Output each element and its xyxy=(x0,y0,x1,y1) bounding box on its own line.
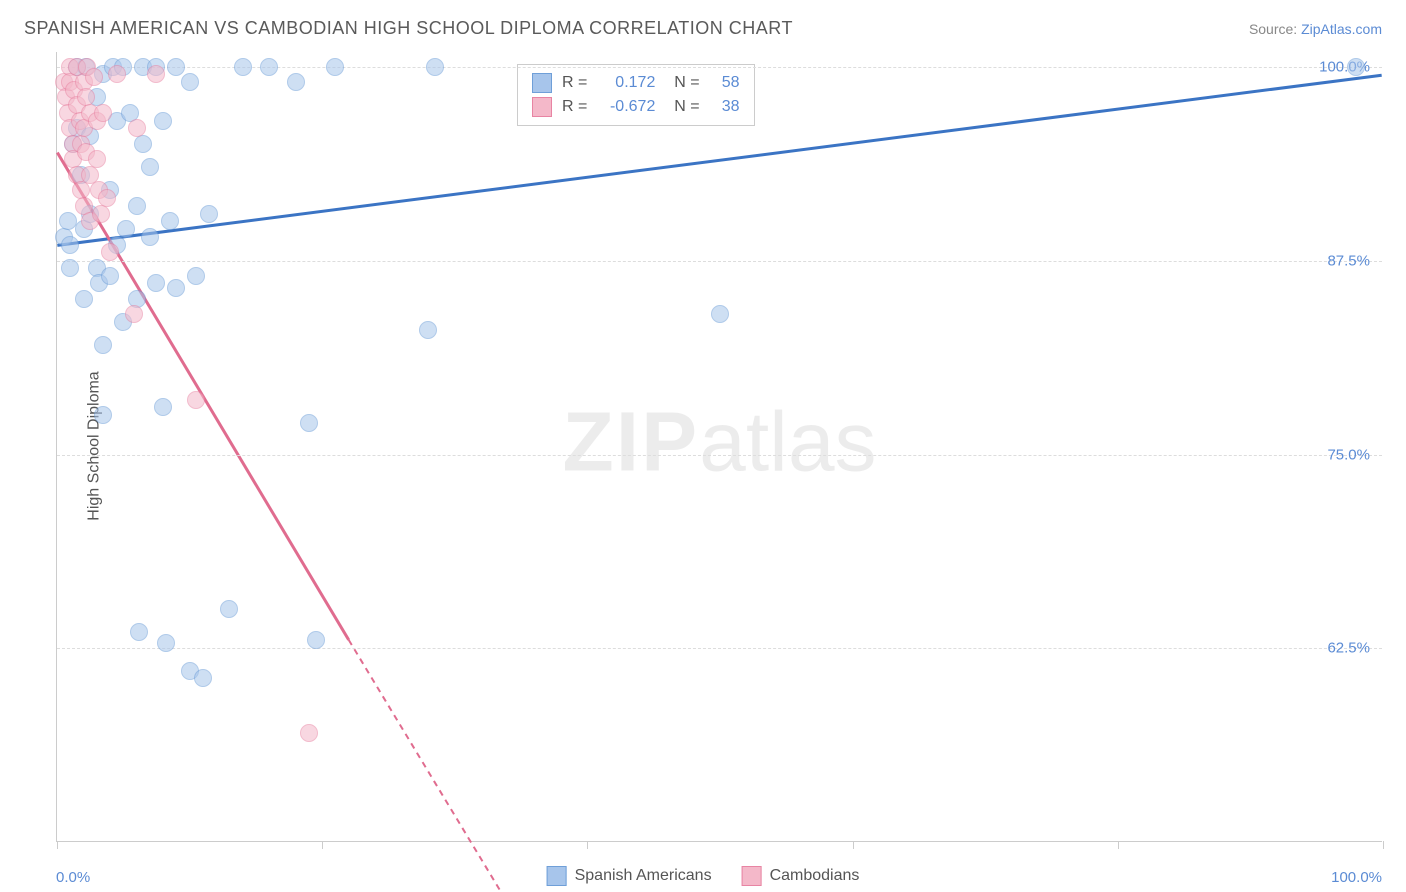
data-point xyxy=(94,336,112,354)
r-label: R = xyxy=(562,95,587,119)
stats-row: R = -0.672 N = 38 xyxy=(532,95,740,119)
data-point xyxy=(200,205,218,223)
gridline xyxy=(57,67,1382,68)
series-swatch xyxy=(742,866,762,886)
watermark: ZIPatlas xyxy=(562,393,876,490)
data-point xyxy=(711,305,729,323)
correlation-stats-legend: R = 0.172 N = 58 R = -0.672 N = 38 xyxy=(517,64,755,126)
data-point xyxy=(154,398,172,416)
data-point xyxy=(157,634,175,652)
x-tick xyxy=(322,841,323,849)
x-tick xyxy=(1383,841,1384,849)
n-label: N = xyxy=(665,95,699,119)
stats-row: R = 0.172 N = 58 xyxy=(532,71,740,95)
data-point xyxy=(117,220,135,238)
trend-line-extrapolated xyxy=(349,640,508,892)
legend-item: Cambodians xyxy=(742,866,860,886)
data-point xyxy=(326,58,344,76)
data-point xyxy=(300,414,318,432)
chart-title: SPANISH AMERICAN VS CAMBODIAN HIGH SCHOO… xyxy=(24,18,793,39)
data-point xyxy=(220,600,238,618)
data-point xyxy=(108,65,126,83)
data-point xyxy=(101,267,119,285)
gridline xyxy=(57,455,1382,456)
data-point xyxy=(88,150,106,168)
data-point xyxy=(125,305,143,323)
series-swatch xyxy=(532,97,552,117)
y-tick-label: 87.5% xyxy=(1327,253,1370,270)
source-attribution: Source: ZipAtlas.com xyxy=(1249,21,1382,37)
data-point xyxy=(307,631,325,649)
data-point xyxy=(1347,58,1365,76)
y-tick-label: 62.5% xyxy=(1327,640,1370,657)
x-tick xyxy=(587,841,588,849)
n-value: 58 xyxy=(710,71,740,95)
gridline xyxy=(57,261,1382,262)
x-tick xyxy=(1118,841,1119,849)
data-point xyxy=(128,119,146,137)
data-point xyxy=(181,73,199,91)
r-label: R = xyxy=(562,71,587,95)
data-point xyxy=(154,112,172,130)
r-value: -0.672 xyxy=(597,95,655,119)
data-point xyxy=(141,158,159,176)
n-value: 38 xyxy=(710,95,740,119)
data-point xyxy=(75,290,93,308)
trend-lines-layer xyxy=(57,52,1382,841)
data-point xyxy=(287,73,305,91)
series-legend: Spanish Americans Cambodians xyxy=(547,866,860,886)
y-tick-label: 75.0% xyxy=(1327,446,1370,463)
data-point xyxy=(94,406,112,424)
scatter-plot-area: ZIPatlas R = 0.172 N = 58 R = -0.672 N = 38 6… xyxy=(56,52,1382,842)
n-label: N = xyxy=(665,71,699,95)
data-point xyxy=(187,391,205,409)
legend-item: Spanish Americans xyxy=(547,866,712,886)
data-point xyxy=(147,65,165,83)
data-point xyxy=(194,669,212,687)
data-point xyxy=(94,104,112,122)
data-point xyxy=(128,197,146,215)
x-tick xyxy=(853,841,854,849)
data-point xyxy=(130,623,148,641)
legend-label: Cambodians xyxy=(770,867,860,885)
data-point xyxy=(141,228,159,246)
data-point xyxy=(234,58,252,76)
data-point xyxy=(161,212,179,230)
legend-label: Spanish Americans xyxy=(575,867,712,885)
series-swatch xyxy=(532,73,552,93)
data-point xyxy=(426,58,444,76)
data-point xyxy=(85,68,103,86)
x-axis-max-label: 100.0% xyxy=(1331,869,1382,886)
data-point xyxy=(147,274,165,292)
source-link[interactable]: ZipAtlas.com xyxy=(1301,21,1382,37)
source-prefix: Source: xyxy=(1249,21,1301,37)
data-point xyxy=(61,236,79,254)
data-point xyxy=(167,279,185,297)
data-point xyxy=(167,58,185,76)
data-point xyxy=(98,189,116,207)
x-axis-min-label: 0.0% xyxy=(56,869,90,886)
data-point xyxy=(419,321,437,339)
data-point xyxy=(187,267,205,285)
data-point xyxy=(61,259,79,277)
data-point xyxy=(92,205,110,223)
data-point xyxy=(101,243,119,261)
r-value: 0.172 xyxy=(597,71,655,95)
data-point xyxy=(300,724,318,742)
data-point xyxy=(134,135,152,153)
x-tick xyxy=(57,841,58,849)
series-swatch xyxy=(547,866,567,886)
gridline xyxy=(57,648,1382,649)
data-point xyxy=(260,58,278,76)
